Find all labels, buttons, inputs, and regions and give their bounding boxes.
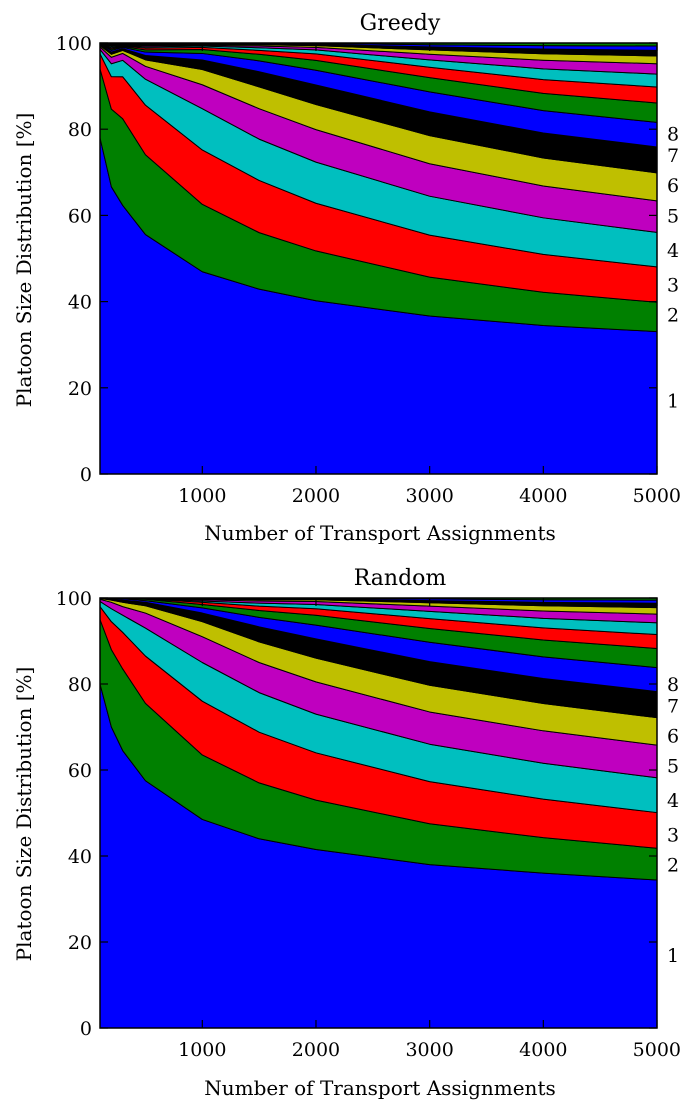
y-tick-label: 0	[80, 1018, 92, 1040]
y-tick-label: 80	[68, 119, 92, 141]
series-label-7: 7	[667, 145, 679, 167]
x-tick-label: 5000	[633, 485, 681, 507]
series-labels: 1 2 3 4 5 6 78	[667, 674, 679, 967]
series-label-3: 3	[667, 274, 679, 296]
y-axis-label: Platoon Size Distribution [%]	[12, 667, 36, 962]
series-labels: 1 2 3 4 5 6 78	[667, 124, 679, 413]
series-label-1: 1	[667, 391, 679, 413]
series-label-6: 6	[667, 726, 679, 748]
series-label-4: 4	[667, 790, 679, 812]
y-axis-label: Platoon Size Distribution [%]	[12, 113, 36, 408]
plot-frame	[99, 42, 658, 475]
series-label-8: 8	[667, 124, 679, 146]
y-ticks: 0 20 40 60 80 100	[56, 33, 657, 486]
y-tick-label: 20	[68, 932, 92, 954]
x-tick-label: 4000	[519, 485, 567, 507]
chart-title: Random	[354, 566, 447, 591]
y-tick-label: 60	[68, 760, 92, 782]
x-axis-label: Number of Transport Assignments	[204, 521, 556, 545]
series-label-2: 2	[667, 855, 679, 877]
series-label-5: 5	[667, 205, 679, 227]
chart-random: Random Number of Transport Assignments P…	[12, 566, 681, 1100]
x-tick-label: 3000	[405, 485, 453, 507]
series-label-5: 5	[667, 756, 679, 778]
x-tick-label: 2000	[292, 485, 340, 507]
y-tick-label: 40	[68, 292, 92, 314]
x-axis-label: Number of Transport Assignments	[204, 1076, 556, 1100]
x-tick-label: 1000	[178, 485, 226, 507]
series-label-8: 8	[667, 674, 679, 696]
series-label-1: 1	[667, 945, 679, 967]
x-tick-label: 4000	[519, 1039, 567, 1061]
series-label-7: 7	[667, 696, 679, 718]
series-label-6: 6	[667, 175, 679, 197]
area-layers	[99, 597, 658, 1029]
series-label-2: 2	[667, 305, 679, 327]
y-ticks: 0 20 40 60 80 100	[56, 588, 657, 1040]
x-tick-label: 3000	[405, 1039, 453, 1061]
x-ticks: 1000 2000 3000 4000 5000	[178, 598, 681, 1061]
x-ticks: 1000 2000 3000 4000 5000	[178, 43, 681, 507]
y-tick-label: 100	[56, 588, 92, 610]
chart-title: Greedy	[360, 11, 441, 36]
series-label-4: 4	[667, 240, 679, 262]
y-tick-label: 40	[68, 846, 92, 868]
x-tick-label: 2000	[292, 1039, 340, 1061]
chart-greedy: Greedy Number of Transport Assignments P…	[12, 11, 681, 545]
y-tick-label: 80	[68, 674, 92, 696]
x-tick-label: 5000	[633, 1039, 681, 1061]
series-label-3: 3	[667, 825, 679, 847]
area-layers	[99, 42, 658, 475]
y-tick-label: 60	[68, 205, 92, 227]
y-tick-label: 20	[68, 378, 92, 400]
y-tick-label: 100	[56, 33, 92, 55]
x-tick-label: 1000	[178, 1039, 226, 1061]
plot-frame	[99, 597, 658, 1029]
y-tick-label: 0	[80, 464, 92, 486]
